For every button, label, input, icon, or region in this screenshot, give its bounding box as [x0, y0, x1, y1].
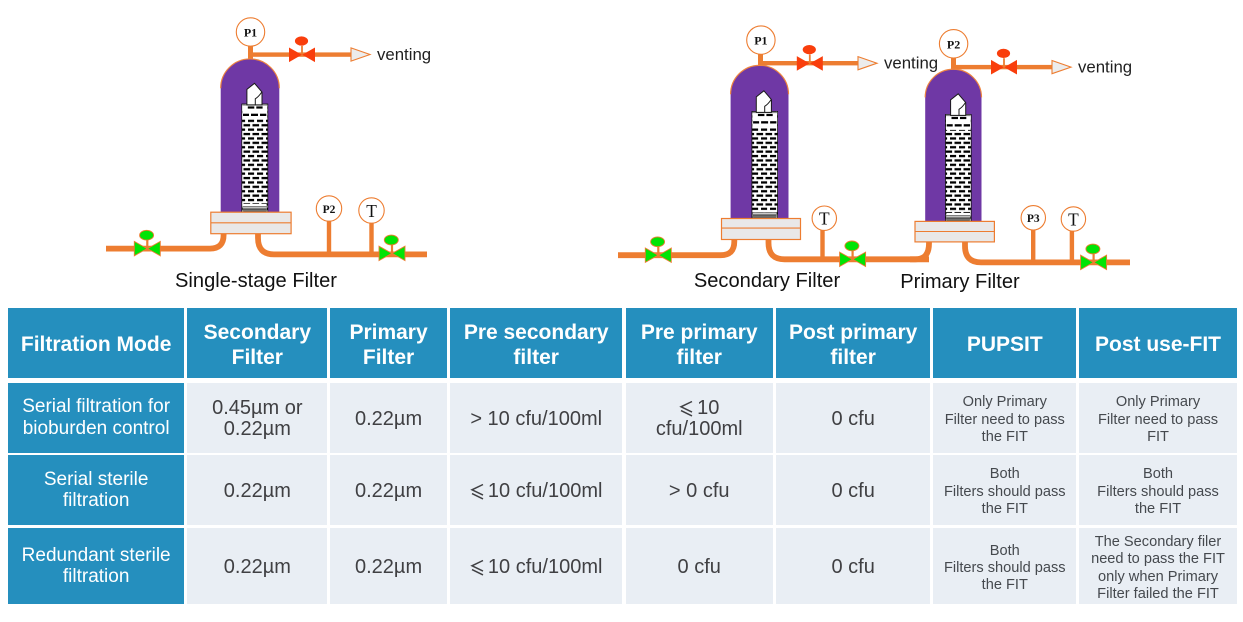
- svg-text:T: T: [366, 201, 377, 221]
- svg-text:T: T: [1068, 209, 1079, 229]
- svg-text:venting: venting: [1078, 57, 1132, 76]
- svg-text:Secondary Filter: Secondary Filter: [694, 270, 841, 292]
- svg-text:P2: P2: [947, 37, 960, 51]
- svg-text:Primary Filter: Primary Filter: [900, 271, 1020, 293]
- svg-text:P1: P1: [754, 34, 767, 48]
- svg-text:T: T: [819, 209, 830, 229]
- svg-text:P1: P1: [244, 26, 257, 40]
- svg-text:Single-stage Filter: Single-stage Filter: [175, 270, 337, 292]
- svg-text:venting: venting: [377, 45, 431, 64]
- svg-text:P2: P2: [323, 204, 336, 216]
- svg-text:venting: venting: [884, 54, 938, 73]
- svg-text:P3: P3: [1027, 213, 1040, 225]
